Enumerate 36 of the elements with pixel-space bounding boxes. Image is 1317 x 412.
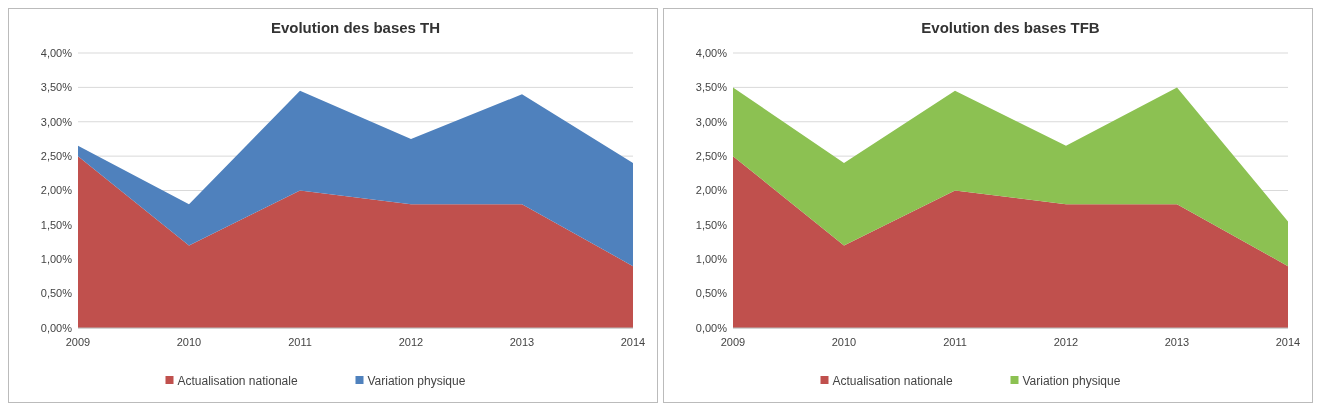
y-tick-label: 1,00% [695, 253, 728, 266]
legend-label: Actualisation nationale [832, 374, 953, 389]
y-tick-label: 1,00% [40, 253, 73, 266]
y-tick-label: 0,50% [40, 287, 73, 300]
y-tick-label: 1,50% [695, 218, 728, 231]
y-tick-label: 2,50% [695, 149, 728, 162]
y-tick-label: 2,00% [695, 184, 728, 197]
chart-title: Evolution des bases TH [270, 19, 441, 36]
x-tick-label: 2014 [1275, 336, 1301, 348]
y-tick-label: 0,00% [695, 321, 728, 334]
x-tick-label: 2014 [620, 336, 646, 348]
x-tick-label: 2013 [509, 336, 535, 348]
y-tick-label: 0,50% [695, 287, 728, 300]
y-tick-label: 3,00% [695, 115, 728, 128]
y-tick-label: 1,50% [40, 218, 73, 231]
x-tick-label: 2010 [831, 336, 857, 348]
chart-title: Evolution des bases TFB [921, 19, 1100, 36]
legend-label: Variation physique [367, 374, 466, 389]
x-tick-label: 2013 [1164, 336, 1190, 348]
x-tick-label: 2012 [1053, 336, 1079, 348]
x-tick-label: 2012 [398, 336, 424, 348]
x-tick-label: 2011 [943, 336, 967, 348]
y-tick-label: 3,50% [40, 81, 73, 94]
y-tick-label: 3,00% [40, 115, 73, 128]
y-tick-label: 2,00% [40, 184, 73, 197]
x-tick-label: 2009 [720, 336, 746, 348]
x-tick-label: 2009 [65, 336, 91, 348]
y-tick-label: 2,50% [40, 149, 73, 162]
y-tick-label: 3,50% [695, 81, 728, 94]
legend-label: Actualisation nationale [177, 374, 298, 389]
legend-label: Variation physique [1022, 374, 1121, 389]
y-tick-label: 0,00% [40, 321, 73, 334]
x-tick-label: 2010 [176, 336, 202, 348]
y-tick-label: 4,00% [40, 46, 73, 59]
y-tick-label: 4,00% [695, 46, 728, 59]
x-tick-label: 2011 [288, 336, 312, 348]
